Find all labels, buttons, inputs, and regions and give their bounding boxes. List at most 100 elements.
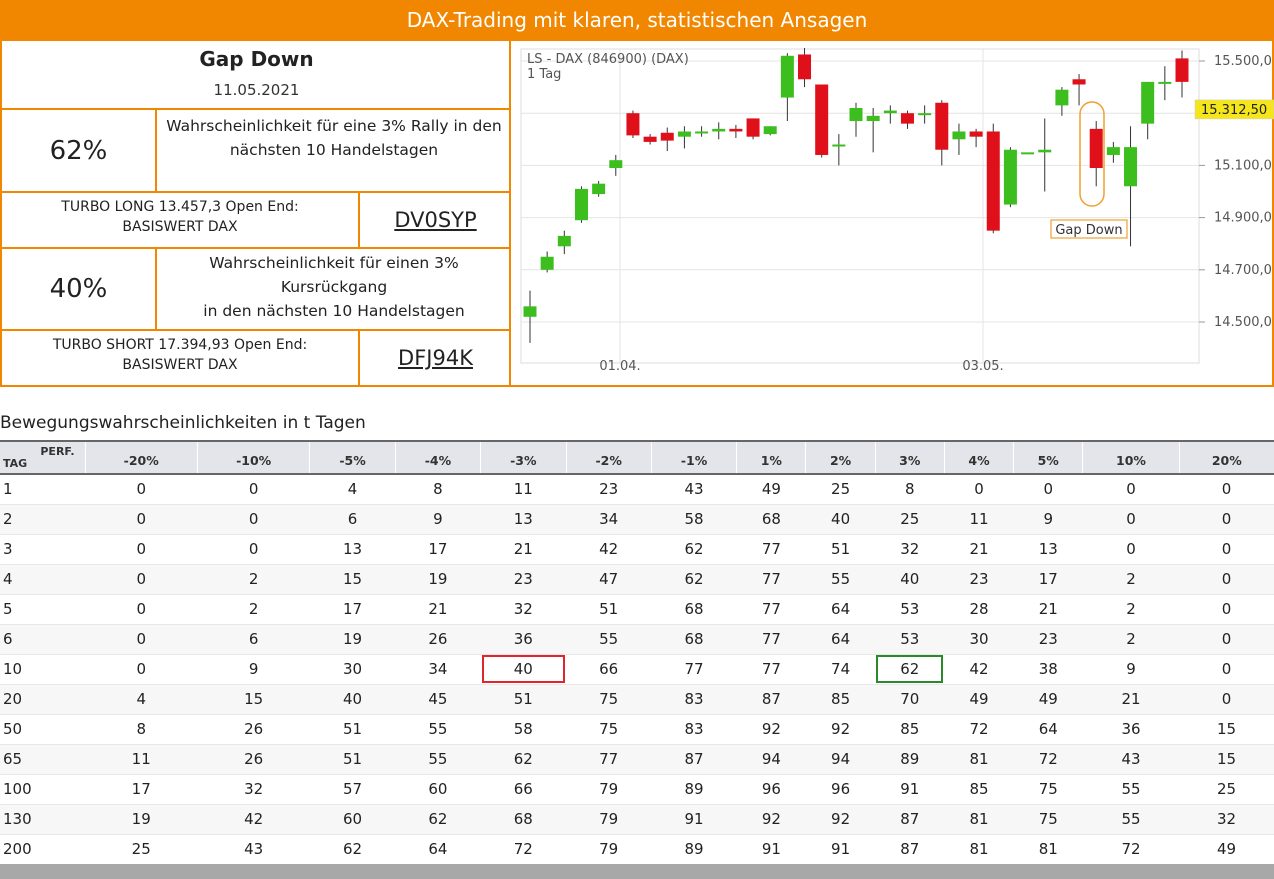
- highlight-cell-drop: 40: [480, 654, 566, 685]
- table-cell: 0: [1082, 474, 1180, 505]
- table-cell: 23: [480, 564, 566, 595]
- candle: [763, 126, 777, 136]
- table-cell: 81: [1013, 834, 1083, 865]
- tag-cell: 4: [0, 564, 85, 595]
- drop-description: Wahrscheinlichkeit für einen 3% Kursrück…: [157, 249, 511, 329]
- signal-info: Gap Down 11.05.2021 62% Wahrscheinlichke…: [2, 41, 511, 385]
- table-row: 200 25 43 62 64 72 79 89 91 91 87 81 81 72 49: [0, 834, 1274, 865]
- candle-body: [523, 306, 537, 317]
- y-tick-label: 15.500,0: [1214, 54, 1272, 69]
- gap-label: Gap Down: [1055, 223, 1122, 238]
- turbo-long-link[interactable]: DV0SYP: [394, 208, 477, 232]
- table-cell: 53: [875, 594, 945, 625]
- candle: [1175, 50, 1189, 98]
- table-cell: 15: [197, 684, 310, 715]
- table-cell: 21: [480, 534, 566, 565]
- candle-body: [1021, 152, 1035, 155]
- tag-cell: 6: [0, 624, 85, 655]
- candle-body: [798, 54, 812, 80]
- table-cell: 75: [566, 714, 652, 745]
- table-cell: 55: [1082, 774, 1180, 805]
- table-cell: 75: [1013, 804, 1083, 835]
- table-cell: 55: [395, 744, 481, 775]
- table-cell: 0: [1179, 504, 1274, 535]
- tag-cell: 65: [0, 744, 85, 775]
- table-cell: 85: [944, 774, 1014, 805]
- table-cell: 9: [197, 654, 310, 685]
- column-header: 2%: [805, 440, 876, 475]
- gap-marker: [1079, 101, 1105, 207]
- column-header: 4%: [943, 440, 1014, 475]
- column-header: -2%: [565, 440, 652, 475]
- candle-body: [574, 188, 588, 221]
- plot-area: [520, 48, 1200, 364]
- table-cell: 0: [1179, 624, 1274, 655]
- table-cell: 11: [85, 744, 198, 775]
- table-cell: 62: [395, 804, 481, 835]
- table-cell: 94: [736, 744, 806, 775]
- table-cell: 15: [309, 564, 396, 595]
- table-cell: 62: [309, 834, 396, 865]
- candle: [557, 230, 571, 255]
- turbo-long-text: TURBO LONG 13.457,3 Open End: BASISWERT …: [2, 193, 360, 247]
- table-cell: 74: [805, 654, 876, 685]
- table-cell: 19: [309, 624, 396, 655]
- table-row: 65 11 26 51 55 62 77 87 94 94 89 81 72 43 15: [0, 744, 1274, 775]
- candle: [1003, 147, 1017, 208]
- candle-body: [540, 256, 554, 270]
- current-price-label: 15.312,50: [1201, 103, 1267, 118]
- candles: [523, 47, 1189, 343]
- table-cell: 21: [1082, 684, 1180, 715]
- table-cell: 2: [197, 594, 310, 625]
- table-cell: 21: [395, 594, 481, 625]
- candle: [849, 102, 863, 137]
- table-cell: 0: [85, 654, 198, 685]
- table-cell: 36: [480, 624, 566, 655]
- table-cell: 64: [805, 624, 876, 655]
- candle-body: [1003, 149, 1017, 205]
- candle-body: [832, 144, 846, 147]
- table-cell: 81: [944, 834, 1014, 865]
- table-cell: 28: [944, 594, 1014, 625]
- table-cell: 21: [944, 534, 1014, 565]
- candle-body: [1072, 79, 1086, 85]
- turbo-short-line2: BASISWERT DAX: [122, 357, 238, 373]
- candle: [712, 122, 726, 140]
- table-cell: 0: [1179, 474, 1274, 505]
- column-header: 20%: [1178, 440, 1274, 475]
- table-cell: 25: [805, 474, 876, 505]
- current-price-tag: 15.312,50: [1194, 99, 1274, 120]
- table-cell: 32: [875, 534, 945, 565]
- table-cell: 79: [566, 774, 652, 805]
- table-cell: 75: [566, 684, 652, 715]
- y-tick-label: 14.700,0: [1214, 263, 1272, 278]
- table-cell: 92: [805, 804, 876, 835]
- table-cell: 45: [395, 684, 481, 715]
- candle: [609, 154, 623, 176]
- table-cell: 91: [805, 834, 876, 865]
- turbo-short-text: TURBO SHORT 17.394,93 Open End: BASISWER…: [2, 331, 360, 385]
- table-cell: 25: [875, 504, 945, 535]
- table-cell: 0: [1179, 594, 1274, 625]
- table-cell: 91: [651, 804, 737, 835]
- table-cell: 77: [736, 594, 806, 625]
- candle: [1021, 152, 1035, 155]
- candle: [832, 134, 846, 166]
- table-row: 4 0 2 15 19 23 47 62 77 55 40 23 17 2 0: [0, 564, 1274, 595]
- candlestick-chart: LS - DAX (846900) (DAX) 1 Tag 15.500,015…: [520, 47, 1274, 374]
- table-row: 50 8 26 51 55 58 75 83 92 92 85 72 64 36 15: [0, 714, 1274, 745]
- candle: [798, 47, 812, 88]
- candle-body: [1124, 147, 1138, 187]
- table-cell: 9: [1013, 504, 1083, 535]
- table-cell: 77: [566, 744, 652, 775]
- footer-bar: [0, 864, 1274, 879]
- table-cell: 55: [395, 714, 481, 745]
- table-cell: 4: [309, 474, 396, 505]
- table-cell: 0: [1179, 684, 1274, 715]
- table-cell: 75: [1013, 774, 1083, 805]
- table-cell: 77: [736, 654, 806, 685]
- table-cell: 96: [736, 774, 806, 805]
- turbo-short-link[interactable]: DFJ94K: [398, 346, 473, 370]
- table-cell: 34: [566, 504, 652, 535]
- table-cell: 17: [309, 594, 396, 625]
